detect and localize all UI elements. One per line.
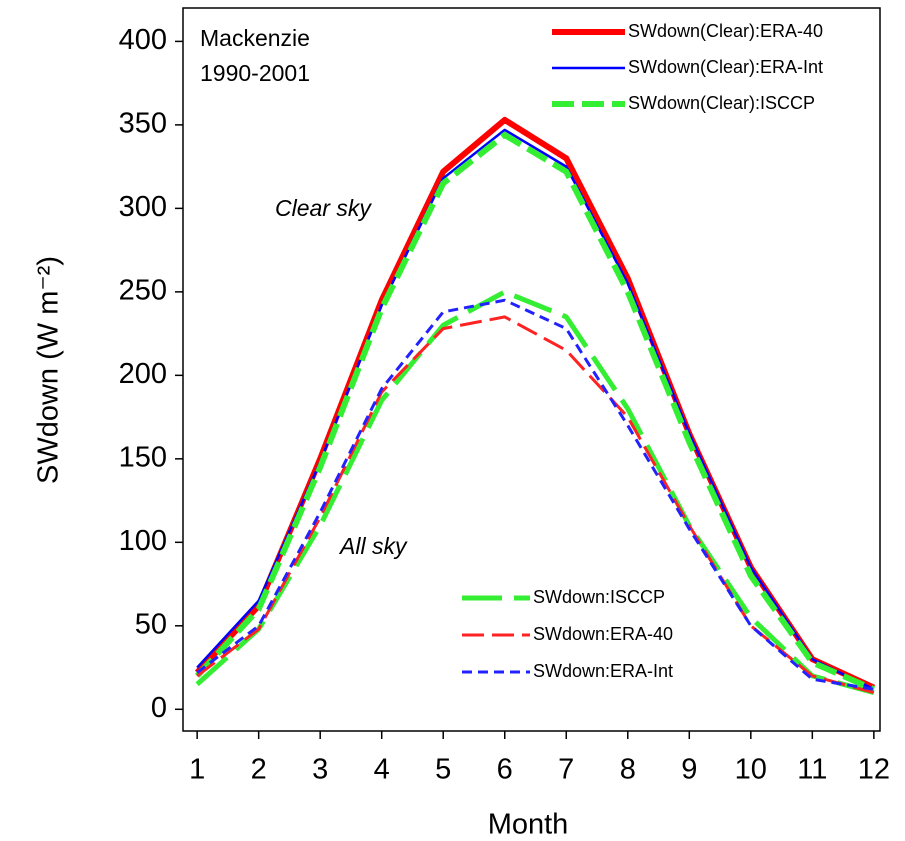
y-tick-label: 0 bbox=[151, 692, 167, 724]
legend-label: SWdown:ISCCP bbox=[533, 587, 665, 607]
y-tick-label: 250 bbox=[119, 275, 167, 307]
x-tick-label: 4 bbox=[374, 754, 390, 786]
y-tick-label: 300 bbox=[119, 191, 167, 223]
annotation: All sky bbox=[338, 533, 408, 559]
x-tick-label: 8 bbox=[620, 754, 636, 786]
x-tick-label: 5 bbox=[435, 754, 451, 786]
annotation: Mackenzie bbox=[200, 25, 310, 51]
x-tick-label: 12 bbox=[858, 754, 890, 786]
legend-label: SWdown(Clear):ERA-40 bbox=[628, 21, 823, 41]
data-line bbox=[196, 298, 875, 691]
x-tick-label: 3 bbox=[312, 754, 328, 786]
y-tick-label: 150 bbox=[119, 441, 167, 473]
y-tick-label: 400 bbox=[119, 24, 167, 56]
x-axis-label: Month bbox=[488, 809, 569, 841]
data-line bbox=[195, 289, 875, 696]
legend-label: SWdown(Clear):ERA-Int bbox=[628, 57, 823, 77]
data-line bbox=[194, 131, 876, 693]
x-tick-label: 2 bbox=[251, 754, 267, 786]
x-tick-label: 1 bbox=[189, 754, 205, 786]
legend-label: SWdown(Clear):ISCCP bbox=[628, 93, 815, 113]
plot-frame bbox=[182, 7, 881, 732]
y-tick-label: 350 bbox=[119, 108, 167, 140]
x-tick-label: 10 bbox=[735, 754, 767, 786]
y-tick-label: 200 bbox=[119, 358, 167, 390]
x-tick-label: 11 bbox=[797, 754, 827, 786]
legend-label: SWdown:ERA-40 bbox=[533, 624, 673, 644]
x-tick-label: 7 bbox=[558, 754, 574, 786]
legend-label: SWdown:ERA-Int bbox=[533, 661, 673, 681]
y-tick-label: 100 bbox=[119, 525, 167, 557]
y-tick-label: 50 bbox=[135, 608, 167, 640]
x-tick-label: 6 bbox=[497, 754, 513, 786]
annotation: Clear sky bbox=[275, 195, 372, 221]
x-tick-label: 9 bbox=[681, 754, 697, 786]
y-axis-label: SWdown (W m⁻²) bbox=[33, 256, 65, 484]
annotation: 1990-2001 bbox=[200, 60, 310, 86]
